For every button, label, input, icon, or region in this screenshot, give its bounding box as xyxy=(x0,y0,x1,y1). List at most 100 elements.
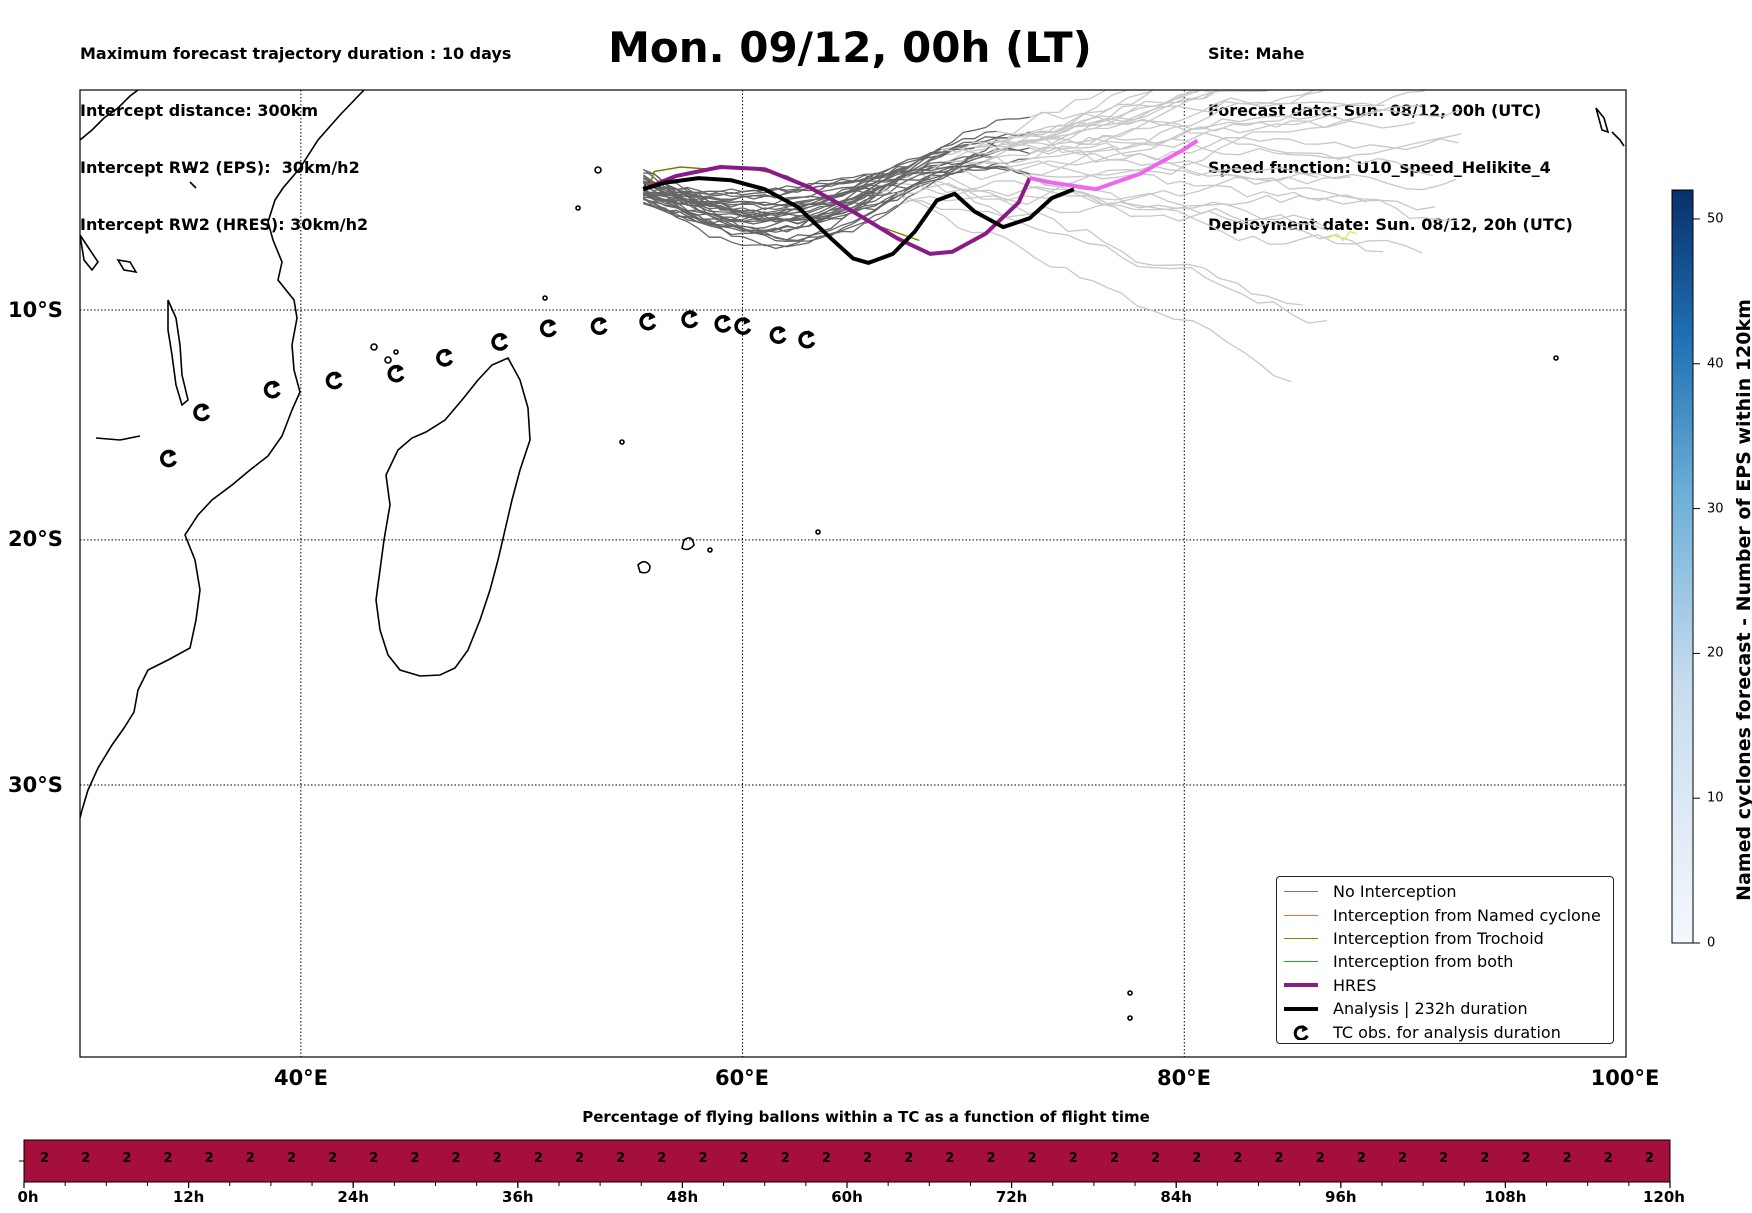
tc-obs-marker xyxy=(590,316,608,335)
legend-item: No Interception xyxy=(1283,880,1607,903)
timeline-cell-value: 2 xyxy=(410,1151,420,1166)
tc-obs-marker xyxy=(160,449,177,468)
timeline-cell-value: 2 xyxy=(1480,1151,1490,1166)
timeline-cell-value: 2 xyxy=(616,1151,626,1166)
timeline-cell-value: 2 xyxy=(1397,1151,1408,1166)
map-title: Mon. 09/12, 00h (LT) xyxy=(608,23,1092,72)
legend-label: Analysis | 232h duration xyxy=(1333,999,1528,1019)
legend-swatch xyxy=(1283,914,1319,916)
timeline-cell-value: 2 xyxy=(328,1151,338,1166)
timeline-cell-value: 2 xyxy=(739,1151,749,1166)
madagascar-coastline xyxy=(375,356,531,677)
timeline-tick-label: 108h xyxy=(1484,1188,1527,1206)
tc-observations xyxy=(160,310,816,468)
ensemble-track-light xyxy=(897,168,1327,324)
tc-obs-marker xyxy=(639,312,657,331)
colorbar-tick-label: 30 xyxy=(1707,501,1724,517)
colorbar xyxy=(1671,189,1694,944)
colorbar-title: Named cyclones forecast - Number of EPS … xyxy=(1733,299,1752,901)
lat-label-10s: 10°S xyxy=(8,298,63,322)
legend-label: HRES xyxy=(1333,975,1377,995)
lake-coastline xyxy=(167,299,189,407)
timeline-cell-value: 2 xyxy=(1274,1151,1284,1166)
param-intercept-distance: Intercept distance: 300km xyxy=(80,101,319,120)
timeline-cell-value: 2 xyxy=(821,1151,831,1166)
arabia-coastline xyxy=(80,90,139,141)
timeline-cell-value: 2 xyxy=(81,1151,91,1166)
timeline-cell-value: 2 xyxy=(451,1151,461,1166)
ensemble-track-light xyxy=(1029,146,1457,191)
colorbar-tick-label: 10 xyxy=(1707,790,1724,806)
legend-swatch xyxy=(1283,983,1319,988)
param-max-duration: Maximum forecast trajectory duration : 1… xyxy=(80,44,512,63)
timeline-cell-value: 2 xyxy=(1562,1151,1572,1166)
ensemble-track-light xyxy=(897,180,1329,232)
tc-obs-marker xyxy=(491,332,509,351)
ensemble-track-dark xyxy=(642,168,898,242)
timeline-cell-value: 2 xyxy=(1192,1151,1202,1166)
colorbar-ticks xyxy=(1693,218,1700,944)
timeline-title: Percentage of flying ballons within a TC… xyxy=(582,1108,1150,1126)
info-site: Site: Mahe xyxy=(1208,44,1305,63)
lake2-coastline xyxy=(95,435,141,441)
legend-swatch xyxy=(1283,1006,1319,1011)
timeline-cell-value: 2 xyxy=(986,1151,996,1166)
ensemble-track-light xyxy=(930,174,1367,209)
legend-item: Analysis | 232h duration xyxy=(1283,997,1607,1020)
timeline-cell-value: 2 xyxy=(1233,1151,1243,1166)
tc-obs-marker xyxy=(681,310,699,329)
timeline-cell-value: 2 xyxy=(1068,1151,1078,1166)
timeline-tick-label: 24h xyxy=(337,1188,369,1206)
ensemble-track-light xyxy=(896,165,1319,206)
forecast-parameters: Maximum forecast trajectory duration : 1… xyxy=(80,6,511,253)
timeline-cell-value: 2 xyxy=(1027,1151,1037,1166)
gridlines xyxy=(80,90,1626,1057)
ensemble-track-light xyxy=(1007,90,1201,139)
legend-label: TC obs. for analysis duration xyxy=(1333,1022,1561,1042)
ensemble-track-dark xyxy=(642,139,998,242)
legend-item: Interception from Named cyclone xyxy=(1283,903,1607,926)
timeline-cell-value: 2 xyxy=(1109,1151,1119,1166)
tc-obs-marker xyxy=(436,348,454,367)
timeline-tick-label: 84h xyxy=(1160,1188,1192,1206)
tc-obs-marker xyxy=(193,403,211,422)
ensemble-track-light xyxy=(996,105,1423,139)
timeline-cell-value: 2 xyxy=(492,1151,502,1166)
map-frame xyxy=(79,89,1627,1058)
timeline-cell-value: 2 xyxy=(657,1151,667,1166)
timeline-cell-value: 2 xyxy=(698,1151,708,1166)
timeline-cell-value: 2 xyxy=(122,1151,132,1166)
timeline-cell-value: 2 xyxy=(945,1151,955,1166)
timeline-cell-value: 2 xyxy=(1603,1151,1613,1166)
lon-label-40e: 40°E xyxy=(273,1066,329,1090)
ensemble-track-light xyxy=(875,189,1303,306)
timeline-cell-value: 2 xyxy=(40,1151,50,1166)
timeline-cell-value: 2 xyxy=(1644,1151,1654,1166)
tc-obs-marker xyxy=(325,371,343,390)
tc-obs-marker xyxy=(798,330,816,349)
ensemble-track-light xyxy=(875,192,1292,383)
timeline-tick-label: 12h xyxy=(172,1188,205,1206)
ensemble-track-light xyxy=(929,90,1108,171)
timeline-tick-label: 36h xyxy=(502,1188,534,1206)
timeline-tick-label: 72h xyxy=(995,1188,1028,1206)
legend-swatch xyxy=(1283,891,1319,893)
lon-label-60e: 60°E xyxy=(714,1066,770,1090)
ensemble-track-light xyxy=(1007,160,1436,211)
tc-obs-marker xyxy=(734,316,752,335)
timeline-cell-value: 2 xyxy=(204,1151,214,1166)
tc-obs-marker xyxy=(263,380,281,399)
timeline-tick-label: 60h xyxy=(831,1188,863,1206)
timeline-cell-value: 2 xyxy=(286,1151,296,1166)
timeline-cell-value: 2 xyxy=(1151,1151,1161,1166)
legend-item: Interception from Trochoid xyxy=(1283,927,1607,950)
timeline-cell-value: 2 xyxy=(245,1151,255,1166)
timeline-cell-value: 2 xyxy=(163,1151,173,1166)
map-legend: No Interception Interception from Named c… xyxy=(1276,876,1614,1044)
africa-coastline xyxy=(80,90,365,819)
colorbar-tick-label: 40 xyxy=(1707,356,1724,372)
legend-label: No Interception xyxy=(1333,882,1457,902)
timeline-cell-value: 2 xyxy=(1521,1151,1531,1166)
ensemble-track-dark xyxy=(642,147,1030,223)
